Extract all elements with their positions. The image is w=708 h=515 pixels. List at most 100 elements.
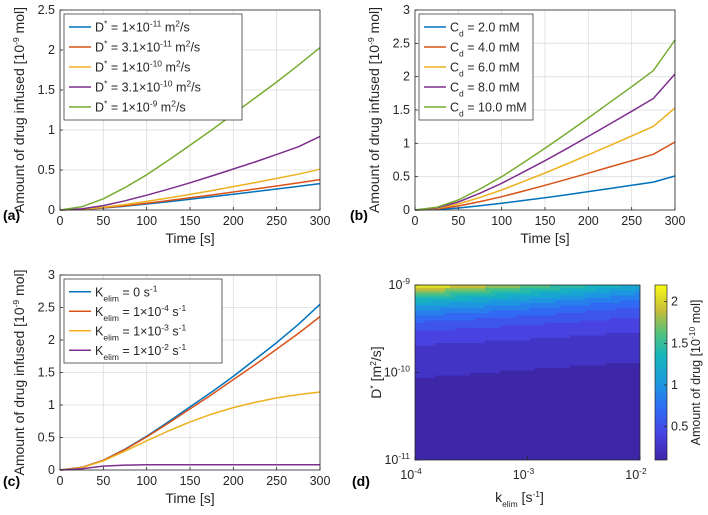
contour-cell bbox=[575, 322, 581, 326]
contour-cell bbox=[500, 350, 506, 353]
contour-cell bbox=[610, 422, 616, 426]
contour-cell bbox=[450, 455, 456, 458]
contour-cell bbox=[530, 420, 536, 423]
contour-cell bbox=[475, 417, 481, 421]
contour-cell bbox=[460, 297, 466, 301]
contour-cell bbox=[450, 315, 456, 318]
contour-cell bbox=[500, 317, 506, 321]
contour-cell bbox=[535, 410, 541, 413]
contour-cell bbox=[460, 422, 466, 426]
contour-cell bbox=[560, 320, 566, 323]
contour-cell bbox=[520, 325, 526, 328]
contour-cell bbox=[555, 427, 561, 431]
contour-cell bbox=[550, 437, 556, 441]
contour-cell bbox=[470, 325, 476, 328]
contour-cell bbox=[500, 450, 506, 453]
contour-cell bbox=[575, 315, 581, 318]
contour-cell bbox=[490, 342, 496, 346]
contour-cell bbox=[495, 327, 501, 331]
contour-cell bbox=[470, 405, 476, 408]
contour-cell bbox=[520, 347, 526, 351]
contour-cell bbox=[595, 415, 601, 418]
contour-cell bbox=[455, 332, 461, 336]
y-tick-label: 0.5 bbox=[393, 170, 410, 184]
contour-cell bbox=[590, 395, 596, 398]
contour-cell bbox=[600, 450, 606, 453]
contour-cell bbox=[625, 397, 631, 401]
contour-cell bbox=[530, 402, 536, 406]
contour-cell bbox=[450, 307, 456, 311]
contour-cell bbox=[485, 457, 491, 460]
contour-cell bbox=[495, 412, 501, 416]
contour-cell bbox=[525, 412, 531, 416]
contour-cell bbox=[425, 362, 431, 366]
contour-cell bbox=[535, 455, 541, 458]
contour-cell bbox=[625, 457, 631, 460]
contour-cell bbox=[490, 390, 496, 393]
contour-cell bbox=[495, 442, 501, 446]
contour-cell bbox=[440, 297, 446, 301]
contour-cell bbox=[600, 312, 606, 316]
x-tick-label: 300 bbox=[665, 214, 686, 228]
contour-cell bbox=[440, 332, 446, 336]
contour-cell bbox=[470, 315, 476, 318]
contour-cell bbox=[570, 285, 576, 288]
contour-cell bbox=[555, 452, 561, 456]
contour-cell bbox=[445, 407, 451, 411]
contour-cell bbox=[445, 320, 451, 323]
contour-cell bbox=[580, 362, 586, 366]
contour-cell bbox=[450, 342, 456, 346]
contour-cell bbox=[485, 292, 491, 296]
contour-cell bbox=[615, 405, 621, 408]
contour-cell bbox=[585, 392, 591, 396]
contour-cell bbox=[465, 295, 471, 298]
contour-cell bbox=[610, 452, 616, 456]
contour-cell bbox=[415, 342, 421, 346]
contour-cell bbox=[425, 337, 431, 341]
contour-cell bbox=[605, 420, 611, 423]
contour-cell bbox=[425, 430, 431, 433]
contour-cell bbox=[440, 415, 446, 418]
contour-cell bbox=[605, 335, 611, 338]
contour-cell bbox=[415, 285, 421, 288]
contour-cell bbox=[630, 377, 636, 381]
contour-cell bbox=[590, 315, 596, 318]
contour-cell bbox=[620, 382, 626, 386]
contour-cell bbox=[510, 340, 516, 343]
contour-cell bbox=[555, 320, 561, 323]
contour-cell bbox=[495, 402, 501, 406]
contour-cell bbox=[625, 350, 631, 353]
contour-cell bbox=[620, 422, 626, 426]
contour-cell bbox=[635, 355, 640, 358]
contour-cell bbox=[525, 357, 531, 361]
contour-cell bbox=[585, 292, 591, 296]
contour-cell bbox=[555, 360, 561, 363]
contour-cell bbox=[495, 425, 501, 428]
contour-cell bbox=[510, 302, 516, 306]
contour-cell bbox=[615, 342, 621, 346]
contour-cell bbox=[500, 452, 506, 456]
contour-cell bbox=[430, 415, 436, 418]
contour-cell bbox=[565, 437, 571, 441]
contour-cell bbox=[635, 450, 640, 453]
contour-cell bbox=[555, 455, 561, 458]
contour-cell bbox=[550, 337, 556, 341]
contour-cell bbox=[610, 345, 616, 348]
contour-cell bbox=[610, 350, 616, 353]
contour-cell bbox=[550, 392, 556, 396]
contour-cell bbox=[610, 290, 616, 293]
contour-cell bbox=[460, 327, 466, 331]
contour-cell bbox=[420, 382, 426, 386]
contour-cell bbox=[420, 370, 426, 373]
contour-cell bbox=[475, 287, 481, 291]
legend-entry: Kelim = 0 s-1 bbox=[95, 283, 158, 303]
contour-cell bbox=[535, 357, 541, 361]
contour-cell bbox=[415, 372, 421, 376]
contour-cell bbox=[520, 300, 526, 303]
contour-cell bbox=[440, 387, 446, 391]
contour-cell bbox=[560, 367, 566, 371]
contour-cell bbox=[445, 437, 451, 441]
contour-cell bbox=[570, 432, 576, 436]
contour-cell bbox=[415, 407, 421, 411]
